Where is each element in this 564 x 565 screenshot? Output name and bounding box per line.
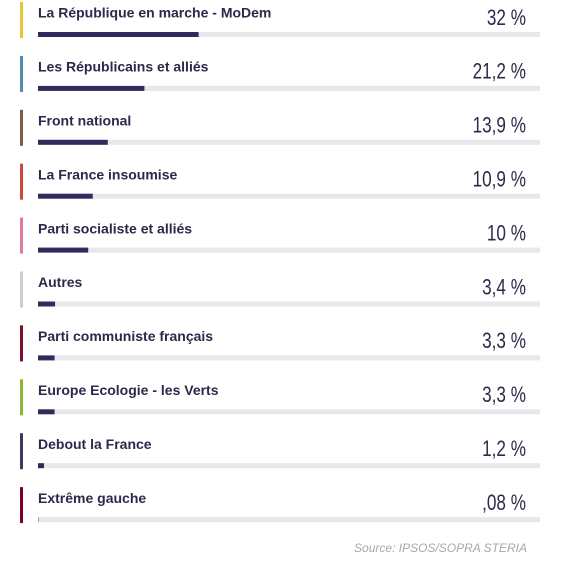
value-label: 10 % (487, 221, 526, 246)
bar-track (38, 355, 540, 361)
value-label: 21,2 % (473, 60, 526, 85)
value-label: 3,3 % (482, 329, 526, 354)
value-label: 1,2 % (482, 437, 526, 462)
party-color-strip (20, 2, 23, 38)
party-color-strip (20, 55, 23, 92)
category-label: La République en marche - MoDem (38, 5, 271, 21)
value-label: 3,3 % (482, 383, 526, 408)
party-color-strip (20, 325, 23, 362)
category-label: Front national (38, 113, 131, 129)
category-label: Autres (38, 274, 83, 290)
bar-track (38, 32, 540, 37)
source: Source: IPSOS/SOPRA STERIA (354, 541, 527, 555)
party-color-strip (20, 217, 23, 254)
bar (38, 247, 89, 253)
bar-track (38, 517, 540, 523)
category-label: La France insoumise (38, 166, 177, 182)
bar-track (38, 409, 540, 415)
bar-track (38, 301, 540, 307)
party-color-strip (20, 379, 23, 416)
bar-track (38, 85, 540, 91)
bar (38, 301, 56, 307)
bar (38, 355, 55, 361)
party-color-strip (20, 271, 23, 308)
category-label: Parti socialiste et alliés (38, 220, 192, 236)
category-label: Parti communiste français (38, 328, 213, 344)
party-color-strip (20, 163, 23, 200)
bar (38, 32, 199, 37)
bar (38, 139, 108, 145)
category-label: Extrême gauche (38, 490, 146, 506)
bar-track (38, 247, 540, 253)
category-label: Europe Ecologie - les Verts (38, 382, 219, 398)
value-label: ,08 % (482, 491, 526, 516)
category-label: Les Républicains et alliés (38, 59, 209, 75)
value-label: 13,9 % (473, 114, 526, 139)
party-color-strip (20, 487, 23, 524)
bar (38, 193, 93, 199)
bar (38, 85, 145, 91)
party-color-strip (20, 433, 23, 470)
value-label: 32 % (487, 6, 526, 31)
value-label: 10,9 % (473, 168, 526, 193)
bar-track (38, 463, 540, 469)
bar (38, 409, 55, 415)
bar (38, 463, 45, 469)
category-label: Debout la France (38, 436, 152, 452)
value-label: 3,4 % (482, 275, 526, 300)
bar-track (38, 193, 540, 199)
bar-track (38, 139, 540, 145)
party-color-strip (20, 109, 23, 146)
